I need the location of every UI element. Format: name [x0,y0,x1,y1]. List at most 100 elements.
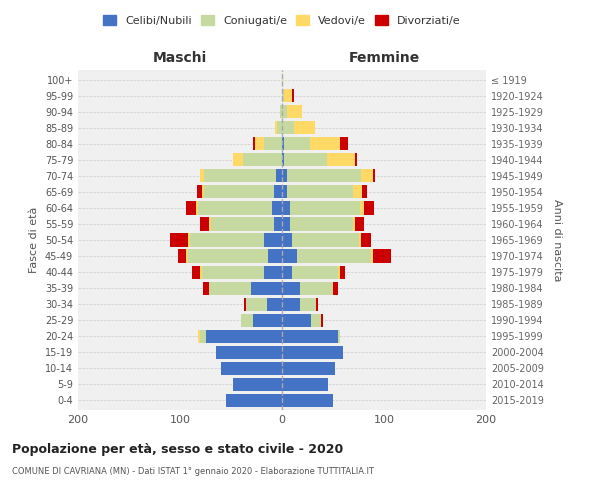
Bar [251,282,282,294]
Bar [221,362,282,375]
Bar [333,282,338,294]
Bar [253,314,282,327]
Bar [294,121,314,134]
Bar [282,105,287,118]
Bar [282,170,287,182]
Bar [373,170,375,182]
Bar [362,186,367,198]
Bar [355,153,358,166]
Bar [197,186,202,198]
Bar [209,218,211,230]
Bar [290,218,353,230]
Bar [355,218,364,230]
Bar [282,266,292,278]
Bar [359,234,361,246]
Text: Popolazione per età, sesso e stato civile - 2020: Popolazione per età, sesso e stato civil… [12,442,343,456]
Legend: Celibi/Nubili, Coniugati/e, Vedovi/e, Divorziati/e: Celibi/Nubili, Coniugati/e, Vedovi/e, Di… [99,10,465,30]
Bar [282,362,335,375]
Bar [287,186,353,198]
Bar [287,105,302,118]
Text: Femmine: Femmine [349,51,419,65]
Bar [267,298,282,310]
Bar [282,234,292,246]
Bar [200,218,209,230]
Bar [253,137,256,150]
Bar [282,218,290,230]
Bar [211,218,274,230]
Bar [282,378,328,391]
Bar [206,330,282,343]
Bar [301,298,316,310]
Bar [284,137,310,150]
Bar [282,121,294,134]
Bar [263,137,282,150]
Text: COMUNE DI CAVRIANA (MN) - Dati ISTAT 1° gennaio 2020 - Elaborazione TUTTITALIA.I: COMUNE DI CAVRIANA (MN) - Dati ISTAT 1° … [12,468,374,476]
Bar [282,186,287,198]
Bar [340,137,349,150]
Bar [301,282,333,294]
Bar [205,170,276,182]
Bar [361,234,371,246]
Bar [359,202,364,214]
Bar [192,266,200,278]
Bar [284,153,327,166]
Bar [282,153,284,166]
Bar [364,202,374,214]
Bar [284,89,292,102]
Bar [216,346,282,359]
Bar [282,202,290,214]
Bar [282,394,333,407]
Bar [275,121,277,134]
Bar [233,153,243,166]
Bar [170,234,188,246]
Bar [277,121,282,134]
Bar [276,170,282,182]
Bar [282,298,301,310]
Bar [290,202,359,214]
Bar [196,202,199,214]
Bar [274,186,282,198]
Bar [202,186,205,198]
Bar [282,89,284,102]
Bar [353,186,362,198]
Bar [282,346,343,359]
Bar [316,298,318,310]
Bar [282,137,284,150]
Bar [298,250,371,262]
Bar [247,298,267,310]
Bar [371,250,373,262]
Bar [340,266,345,278]
Bar [274,218,282,230]
Bar [199,330,200,343]
Bar [256,137,263,150]
Bar [311,314,321,327]
Bar [310,137,340,150]
Bar [233,378,282,391]
Bar [244,298,247,310]
Bar [202,266,263,278]
Bar [361,170,373,182]
Bar [321,314,323,327]
Bar [282,314,311,327]
Bar [200,170,205,182]
Bar [268,250,282,262]
Bar [203,282,209,294]
Bar [188,250,268,262]
Y-axis label: Fasce di età: Fasce di età [29,207,39,273]
Bar [263,266,282,278]
Bar [292,234,359,246]
Bar [226,394,282,407]
Y-axis label: Anni di nascita: Anni di nascita [552,198,562,281]
Bar [292,266,338,278]
Bar [280,105,282,118]
Bar [186,250,188,262]
Bar [272,202,282,214]
Bar [263,234,282,246]
Bar [186,202,196,214]
Bar [287,170,361,182]
Bar [188,234,190,246]
Bar [282,282,301,294]
Bar [241,314,253,327]
Bar [373,250,391,262]
Bar [200,266,202,278]
